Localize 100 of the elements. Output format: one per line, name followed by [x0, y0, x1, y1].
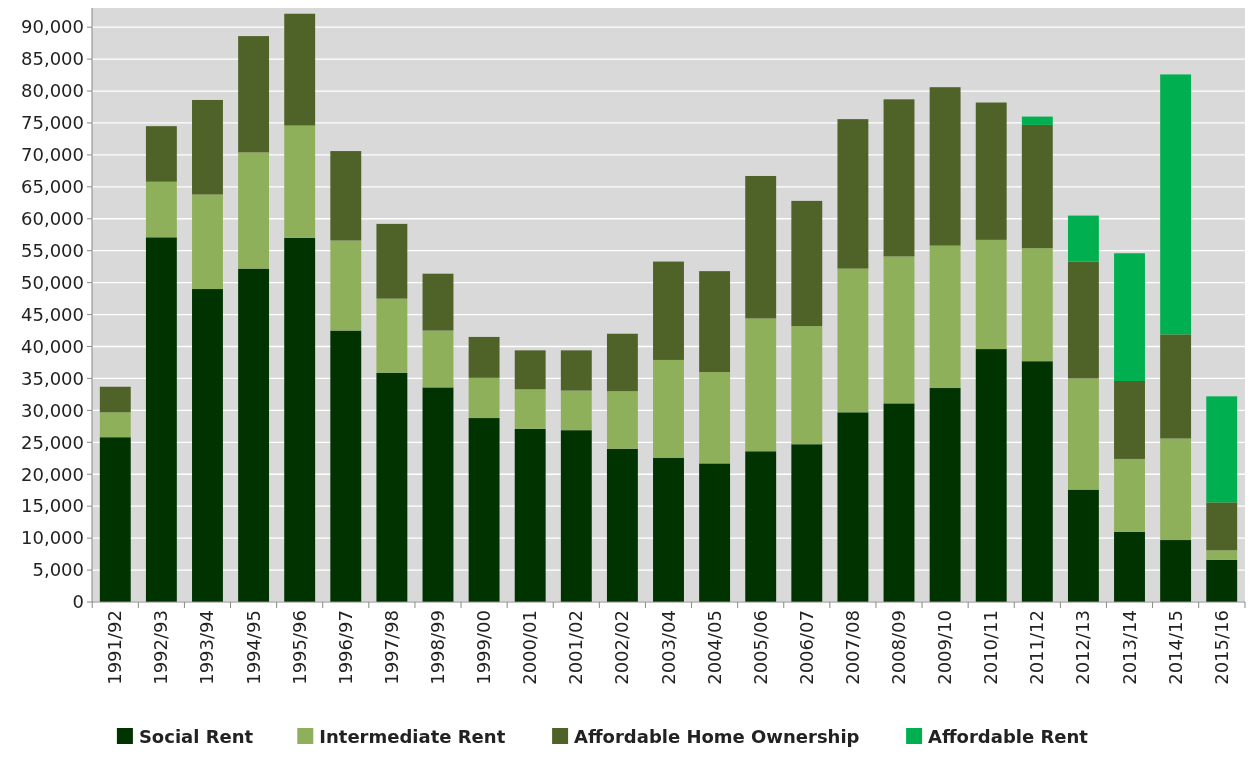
- x-tick-label: 2015/16: [1210, 610, 1232, 685]
- y-tick-label: 80,000: [21, 80, 84, 102]
- x-tick-label: 1993/94: [196, 610, 218, 685]
- bar: [284, 13, 316, 126]
- x-tick-label: 2012/13: [1072, 610, 1094, 685]
- y-tick-label: 55,000: [21, 240, 84, 262]
- bar: [192, 194, 223, 290]
- x-tick-label: 2013/14: [1118, 610, 1140, 685]
- x-tick-label: 2000/01: [519, 610, 541, 685]
- bar: [99, 437, 131, 602]
- bar: [975, 239, 1007, 350]
- bar: [376, 298, 408, 373]
- bar: [514, 389, 546, 429]
- y-tick-label: 5,000: [32, 559, 84, 581]
- bar: [192, 99, 223, 195]
- bar: [468, 377, 500, 419]
- x-tick-label: 2005/06: [749, 610, 771, 685]
- y-tick-label: 50,000: [21, 271, 84, 293]
- bar: [1160, 74, 1192, 335]
- bar: [883, 99, 915, 257]
- bar: [514, 428, 546, 602]
- bar: [284, 237, 316, 602]
- x-tick-label: 2009/10: [934, 610, 956, 685]
- x-tick-label: 2014/15: [1164, 610, 1186, 685]
- bar: [422, 273, 454, 331]
- y-tick-label: 60,000: [21, 208, 84, 230]
- bar: [1206, 396, 1238, 503]
- bar: [1114, 458, 1145, 532]
- bar: [791, 200, 823, 327]
- bar: [699, 271, 731, 373]
- bar: [1067, 378, 1099, 490]
- bar: [745, 175, 777, 319]
- y-tick-label: 40,000: [21, 335, 84, 357]
- y-tick-label: 10,000: [21, 527, 84, 549]
- bar: [1114, 531, 1145, 602]
- bar: [1114, 381, 1145, 459]
- x-tick-label: 2008/09: [888, 610, 910, 685]
- bar: [330, 240, 362, 331]
- x-tick-label: 1991/92: [104, 610, 126, 685]
- y-tick-label: 15,000: [21, 495, 84, 517]
- x-tick-label: 1996/97: [334, 610, 356, 685]
- bar: [975, 102, 1007, 240]
- bar: [1067, 489, 1099, 602]
- bar: [653, 457, 684, 602]
- y-tick-label: 20,000: [21, 463, 84, 485]
- bar: [99, 412, 131, 438]
- bar: [560, 430, 592, 602]
- y-tick-label: 25,000: [21, 431, 84, 453]
- bar: [560, 390, 592, 431]
- x-tick-label: 2007/08: [841, 610, 863, 685]
- x-tick-label: 1992/93: [150, 610, 172, 685]
- bar: [837, 119, 869, 269]
- bar: [468, 336, 500, 378]
- bar: [606, 448, 638, 602]
- legend-label: Affordable Rent: [928, 726, 1089, 747]
- legend-label: Social Rent: [138, 726, 254, 747]
- bar: [791, 326, 823, 445]
- bar: [883, 256, 915, 404]
- x-tick-label: 2010/11: [980, 610, 1002, 685]
- y-tick-label: 35,000: [21, 367, 84, 389]
- bar: [1160, 540, 1192, 602]
- x-tick-label: 1997/98: [380, 610, 402, 685]
- legend-label: Intermediate Rent: [319, 726, 506, 747]
- bar: [1021, 248, 1053, 362]
- bar: [376, 372, 408, 602]
- y-tick-label: 90,000: [21, 16, 84, 38]
- x-tick-label: 2004/05: [703, 610, 725, 685]
- y-tick-label: 45,000: [21, 303, 84, 325]
- bar: [1160, 334, 1192, 439]
- x-tick-label: 1995/96: [288, 610, 310, 685]
- bar: [376, 223, 408, 299]
- bar: [238, 152, 270, 269]
- bar: [699, 372, 731, 464]
- bar: [929, 388, 961, 602]
- bar: [1067, 215, 1099, 262]
- bar: [99, 386, 131, 413]
- bar: [514, 350, 546, 390]
- bar: [1206, 502, 1238, 551]
- bar: [1114, 253, 1145, 382]
- bar: [145, 237, 177, 602]
- bar: [791, 444, 823, 602]
- bar: [929, 87, 961, 246]
- bar: [653, 261, 684, 360]
- bar: [330, 151, 362, 241]
- bar: [1206, 559, 1238, 602]
- bar: [238, 36, 270, 153]
- bar: [975, 349, 1007, 602]
- y-tick-label: 0: [72, 591, 84, 613]
- bar: [1021, 116, 1053, 125]
- x-tick-label: 2006/07: [795, 610, 817, 685]
- bar: [606, 333, 638, 392]
- legend-label: Affordable Home Ownership: [574, 726, 860, 747]
- x-tick-label: 2001/02: [565, 610, 587, 685]
- bar: [1206, 550, 1238, 560]
- bar: [837, 412, 869, 602]
- bar: [1160, 438, 1192, 541]
- bar: [745, 318, 777, 452]
- bar: [653, 359, 684, 458]
- bar: [1067, 261, 1099, 379]
- bar: [284, 125, 316, 238]
